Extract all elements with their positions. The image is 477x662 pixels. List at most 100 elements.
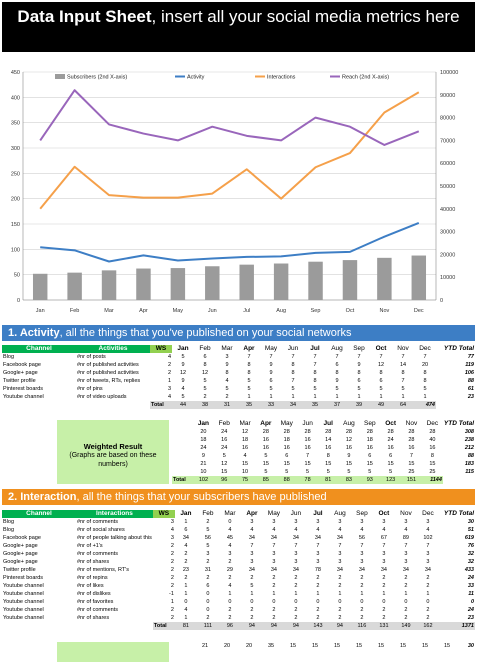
value-cell: 3 (426, 519, 430, 525)
total-cell: 116 (350, 622, 373, 630)
value-cell: 3 (294, 551, 298, 557)
value-cell: 5 (269, 386, 273, 392)
table-row: Google+ page #nr of published activities 2… (2, 369, 475, 377)
blank-cell (2, 401, 76, 409)
channel-cell: Youtube channel (3, 599, 44, 605)
total-cell: 94 (284, 622, 307, 630)
value-cell: 0 (294, 599, 298, 605)
value-cell: 0 (184, 599, 188, 605)
section-interaction-bold: 2. Interaction (8, 491, 77, 503)
total-cell: 162 (416, 622, 439, 630)
desc-cell: #nr of people talking about this (77, 535, 152, 541)
ytd-cell: 619 (464, 535, 474, 541)
value-cell: 2 (360, 607, 364, 613)
channel-cell: Google+ page (3, 370, 38, 376)
table-row: Twitter profile #nr of tweets, RTs, repli… (2, 377, 475, 385)
value-cell: 2 (203, 394, 207, 400)
bar-subscribers (377, 257, 392, 300)
value-cell: 3 (338, 559, 342, 565)
y-left-tick-label: 0 (17, 298, 20, 304)
value-cell: 2 (382, 615, 386, 621)
value-cell: 4 (426, 527, 430, 533)
y-right-tick-label: 80000 (440, 116, 455, 122)
ytd-cell: 88 (467, 453, 474, 459)
desc-cell: #nr of mentions, RT's (77, 567, 129, 573)
value-cell: 5 (247, 378, 251, 384)
section-activity-title: 1. Activity, all the things that you've … (2, 325, 475, 341)
value-cell: 5 (181, 394, 185, 400)
month-header: Sep (356, 510, 368, 517)
value-cell: 4 (316, 527, 320, 533)
value-cell: 3 (382, 551, 386, 557)
value-cell: 9 (357, 362, 361, 368)
value-cell: 8 (379, 370, 383, 376)
value-cell: 5 (326, 469, 330, 475)
month-header: Jan (180, 510, 192, 517)
metrics-chart: 0 50 100 150 200 250 300 350 400 450 0 10000 20000 30… (11, 70, 459, 314)
month-header: Sep (364, 420, 376, 427)
ytd-cell: 30 (467, 519, 474, 525)
value-cell: 7 (357, 354, 361, 360)
value-cell: 4 (294, 527, 298, 533)
value-cell: 12 (377, 362, 385, 368)
value-cell: 15 (443, 643, 451, 649)
channel-cell: Blog (3, 354, 15, 360)
value-cell: 2 (338, 575, 342, 581)
table-row: Youtube channel #nr of video uploads 4 5 2 2 1… (2, 393, 475, 401)
value-cell: 2 (426, 575, 430, 581)
value-cell: 34 (292, 535, 299, 541)
month-header: Jul (313, 510, 323, 517)
y-right-tick-label: 40000 (440, 207, 455, 213)
value-cell: 20 (200, 429, 207, 435)
channel-cell: Youtube channel (3, 591, 44, 597)
value-cell: 2 (338, 615, 342, 621)
value-cell: 4 (404, 527, 408, 533)
value-cell: 5 (335, 386, 339, 392)
weighted-result-box: Weighted Result (Graphs are based on the… (57, 420, 169, 484)
channel-cell: Google+ page (3, 551, 38, 557)
value-cell: 12 (221, 461, 228, 467)
value-cell: 2 (250, 575, 254, 581)
value-cell: 7 (409, 453, 413, 459)
x-tick-label: Nov (379, 308, 389, 314)
month-header: Jun (287, 345, 299, 352)
ws-cell: 1 (170, 599, 174, 605)
value-cell: 5 (206, 543, 210, 549)
ws-cell: 2 (170, 551, 174, 557)
header-row: Channel Interactions WS Jan Feb Mar Apr May Jun J… (2, 510, 475, 518)
value-cell: 7 (401, 378, 405, 384)
value-cell: 56 (358, 535, 365, 541)
y-right-tick-label: 50000 (440, 184, 455, 190)
y-left-tick-label: 450 (11, 70, 20, 76)
value-cell: 4 (338, 527, 342, 533)
value-cell: 0 (228, 519, 232, 525)
value-cell: 28 (408, 429, 415, 435)
value-cell: 24 (221, 429, 228, 435)
blank-cell (76, 622, 153, 630)
value-cell: 9 (225, 362, 229, 368)
x-tick-label: Aug (276, 308, 286, 314)
desc-cell: #nr of video uploads (77, 394, 127, 400)
value-cell: 5 (423, 386, 427, 392)
desc-cell: #nr of comments (77, 607, 118, 613)
section-activity-rest: , all the things that you've published o… (59, 327, 352, 339)
value-cell: 16 (283, 445, 290, 451)
table-row: 24 24 16 16 16 16 16 16 16 16 16 16 212 (172, 444, 475, 452)
month-header: May (264, 345, 278, 352)
channel-cell: Youtube channel (3, 607, 44, 613)
value-cell: 28 (345, 429, 352, 435)
value-cell: 1 (184, 519, 188, 525)
value-cell: 8 (291, 362, 295, 368)
value-cell: 20 (421, 362, 429, 368)
value-cell: 16 (366, 445, 373, 451)
value-cell: 16 (221, 437, 228, 443)
value-cell: 2 (426, 615, 430, 621)
value-cell: 5 (264, 469, 268, 475)
value-cell: 5 (285, 469, 289, 475)
ws-cell: 4 (170, 527, 174, 533)
value-cell: 2 (294, 615, 298, 621)
value-cell: 5 (247, 386, 251, 392)
ws-cell: 2 (170, 567, 174, 573)
month-header: May (267, 510, 281, 517)
value-cell: 5 (222, 453, 226, 459)
